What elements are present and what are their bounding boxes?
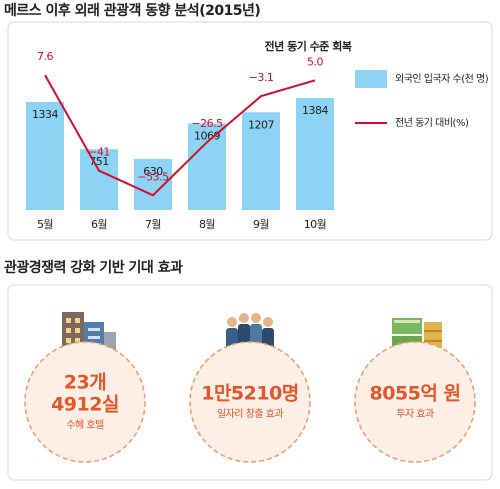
legend-label: 외국인 입국자 수(천 명) <box>395 72 489 85</box>
bar-label: 1207 <box>248 118 274 131</box>
x-tick-label: 9월 <box>253 218 269 231</box>
effect-caption: 일자리 창출 효과 <box>217 408 284 420</box>
effect-circle <box>354 341 476 463</box>
annotation: 전년 동기 수준 회복 <box>265 39 352 53</box>
bar <box>26 102 64 210</box>
line-label: 5.0 <box>307 55 323 68</box>
line-label: −53.5 <box>137 170 169 183</box>
line <box>44 74 316 197</box>
effect-circle <box>189 341 311 463</box>
bar-label: 1069 <box>194 129 220 142</box>
effect-caption: 투자 효과 <box>396 408 434 420</box>
bar <box>296 97 334 210</box>
legend-label: 전년 동기 대비(%) <box>395 117 469 129</box>
line-label: −26.5 <box>191 117 223 130</box>
bar <box>188 123 226 210</box>
effect-value: 23개 <box>64 372 106 394</box>
effect-value: 1만5210명 <box>201 383 299 405</box>
line-label: −41 <box>88 146 110 159</box>
effect-circle <box>24 341 146 463</box>
line-label: −3.1 <box>249 71 274 84</box>
bar-label: 751 <box>89 155 109 168</box>
bar-label: 630 <box>143 165 163 178</box>
page-title: 메르스 이후 외래 관광객 동향 분석(2015년) <box>4 2 260 19</box>
bar-label: 1384 <box>302 104 328 117</box>
bar <box>80 149 118 210</box>
effect-value: 4912실 <box>51 394 119 416</box>
line-label: 7.6 <box>37 50 53 63</box>
bar <box>242 112 280 210</box>
x-tick-label: 10월 <box>304 218 327 231</box>
x-tick-label: 7월 <box>145 218 161 231</box>
section-title: 관광경쟁력 강화 기반 기대 효과 <box>4 259 183 276</box>
bar-label: 1334 <box>32 108 58 121</box>
x-tick-label: 6월 <box>91 218 107 231</box>
bar <box>134 159 172 210</box>
x-tick-label: 8월 <box>199 218 215 231</box>
legend-swatch <box>355 70 387 88</box>
effect-caption: 수혜 호텔 <box>66 419 104 431</box>
effect-value: 8055억 원 <box>370 383 461 405</box>
x-tick-label: 5월 <box>37 218 53 231</box>
